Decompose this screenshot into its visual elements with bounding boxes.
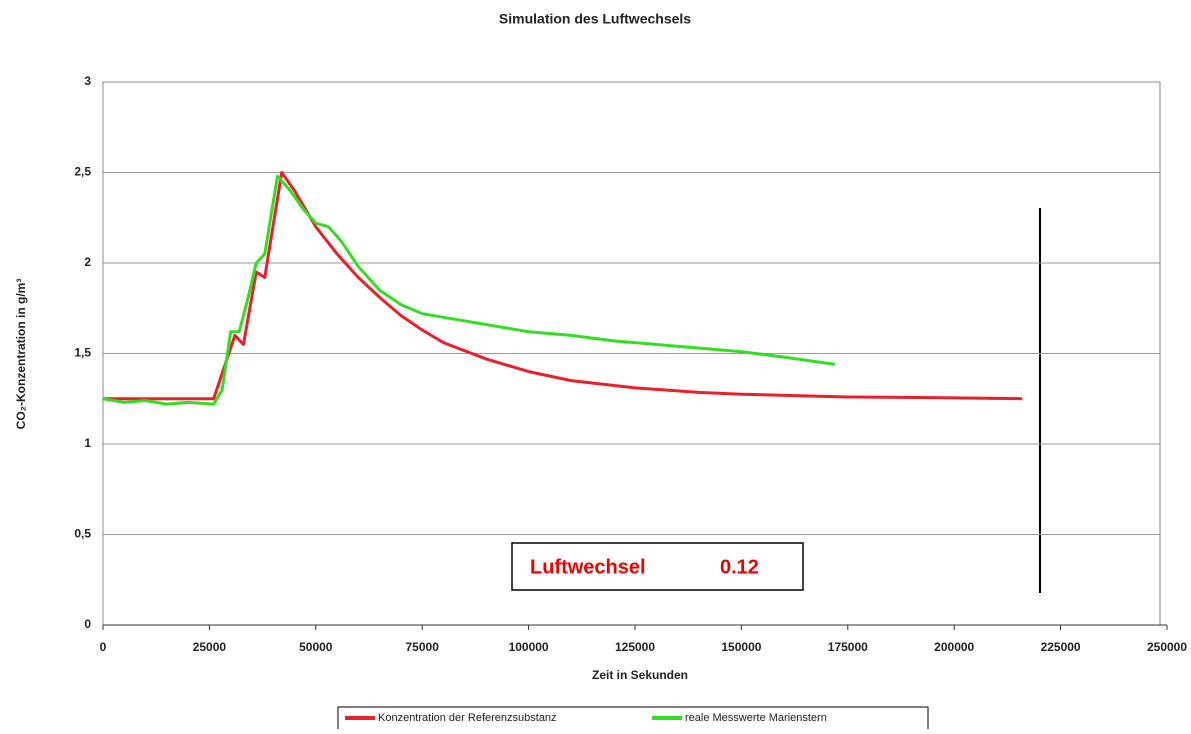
annotation-label: Luftwechsel xyxy=(530,556,646,578)
x-tick-label: 225000 xyxy=(1041,640,1081,654)
y-axis-label: CO₂-Konzentration in g/m³ xyxy=(14,279,28,430)
y-tick-label: 2 xyxy=(84,255,91,269)
x-tick-label: 250000 xyxy=(1147,640,1187,654)
series-line xyxy=(102,174,836,406)
y-tick-label: 1 xyxy=(84,436,91,450)
y-tick-label: 1,5 xyxy=(74,346,91,360)
x-tick-label: 0 xyxy=(100,640,107,654)
y-tick-label: 0 xyxy=(84,617,91,631)
legend-label: reale Messwerte Marienstern xyxy=(685,712,827,724)
x-tick-label: 200000 xyxy=(934,640,974,654)
x-tick-label: 175000 xyxy=(828,640,868,654)
y-tick-label: 0,5 xyxy=(74,527,91,541)
x-axis-label: Zeit in Sekunden xyxy=(592,668,688,682)
series-line xyxy=(103,171,1023,401)
x-tick-label: 125000 xyxy=(615,640,655,654)
chart-title: Simulation des Luftwechsels xyxy=(499,11,691,27)
annotation-box xyxy=(511,542,804,591)
x-tick-label: 150000 xyxy=(721,640,761,654)
y-tick-label: 3 xyxy=(84,74,91,88)
annotation-value: 0.12 xyxy=(720,556,759,578)
y-tick-label: 2,5 xyxy=(74,165,91,179)
x-tick-label: 25000 xyxy=(193,640,227,654)
legend-label: Konzentration der Referenzsubstanz xyxy=(378,712,557,724)
x-tick-label: 50000 xyxy=(299,640,333,654)
x-tick-label: 75000 xyxy=(406,640,440,654)
x-tick-label: 100000 xyxy=(509,640,549,654)
